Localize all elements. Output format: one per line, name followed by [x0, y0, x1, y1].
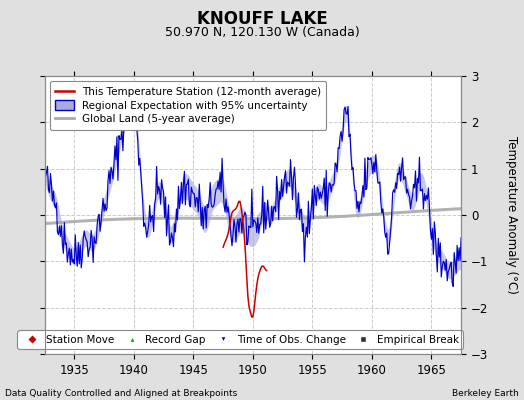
Text: Data Quality Controlled and Aligned at Breakpoints: Data Quality Controlled and Aligned at B… [5, 389, 237, 398]
Text: 50.970 N, 120.130 W (Canada): 50.970 N, 120.130 W (Canada) [165, 26, 359, 39]
Legend: Station Move, Record Gap, Time of Obs. Change, Empirical Break: Station Move, Record Gap, Time of Obs. C… [17, 330, 463, 349]
Y-axis label: Temperature Anomaly (°C): Temperature Anomaly (°C) [505, 136, 518, 294]
Text: Berkeley Earth: Berkeley Earth [452, 389, 519, 398]
Text: KNOUFF LAKE: KNOUFF LAKE [196, 10, 328, 28]
